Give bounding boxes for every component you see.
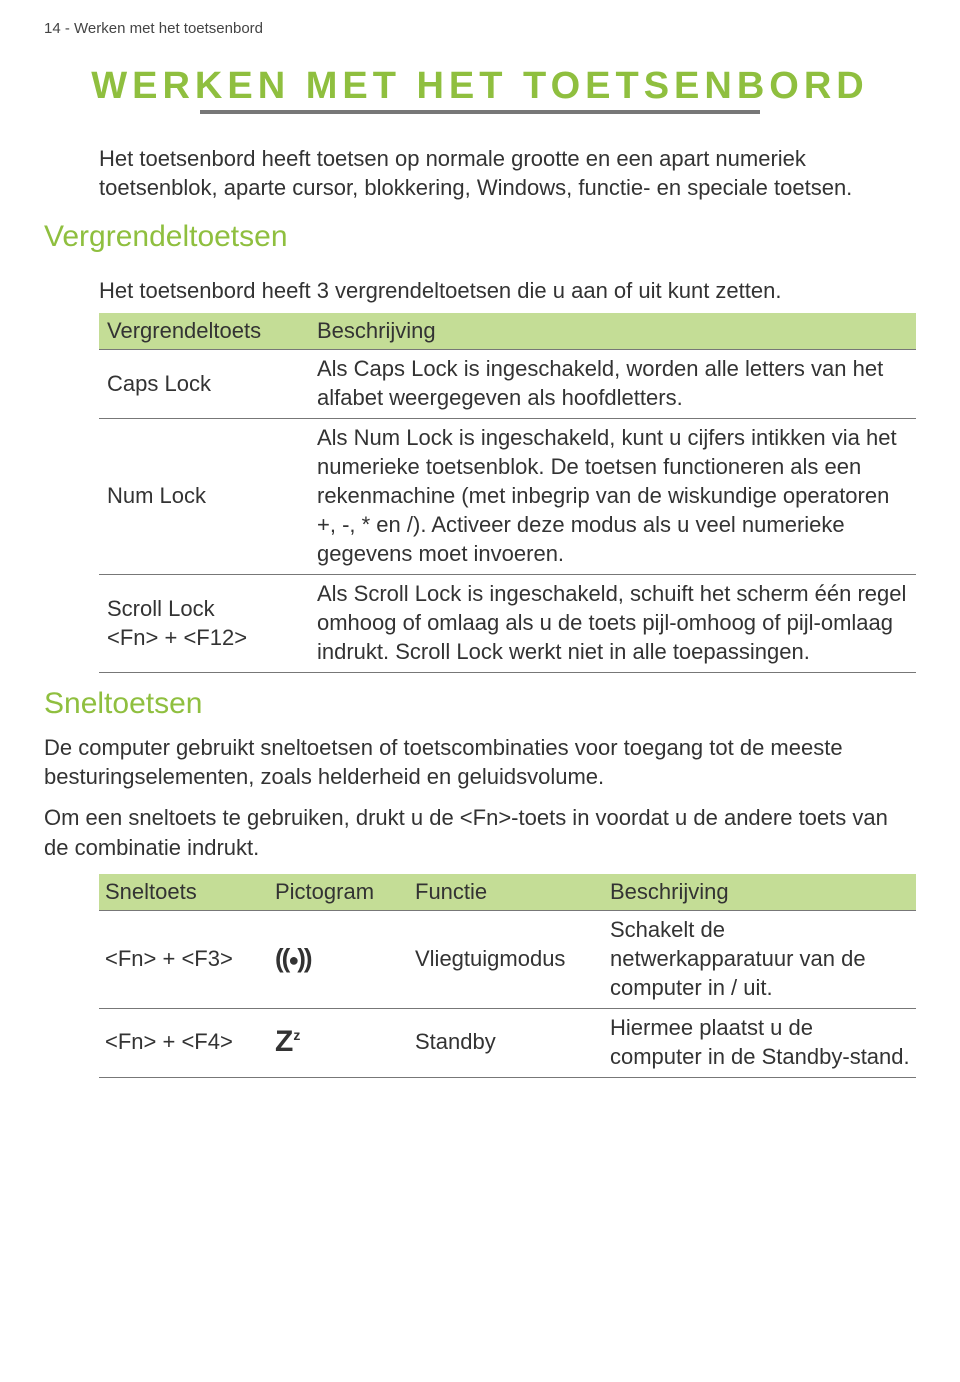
hotkey-desc-cell: Hiermee plaatst u de computer in de Stan…: [604, 1008, 916, 1077]
lock-key-cell: Caps Lock: [99, 350, 309, 419]
hotkey-function-cell: Standby: [409, 1008, 604, 1077]
lock-desc-cell: Als Scroll Lock is ingeschakeld, schuift…: [309, 575, 916, 673]
hotkey-col-icon: Pictogram: [269, 874, 409, 911]
lock-desc-cell: Als Num Lock is ingeschakeld, kunt u cij…: [309, 419, 916, 575]
section-heading-sneltoetsen: Sneltoetsen: [44, 687, 916, 721]
hotkey-col-function: Functie: [409, 874, 604, 911]
lock-desc-cell: Als Caps Lock is ingeschakeld, worden al…: [309, 350, 916, 419]
table-row: Caps Lock Als Caps Lock is ingeschakeld,…: [99, 350, 916, 419]
lock-key-cell: Num Lock: [99, 419, 309, 575]
hotkeys-table: Sneltoets Pictogram Functie Beschrijving…: [99, 874, 916, 1078]
table-row: Num Lock Als Num Lock is ingeschakeld, k…: [99, 419, 916, 575]
lock-table-col-desc: Beschrijving: [309, 313, 916, 350]
section-heading-vergrendeltoetsen: Vergrendeltoetsen: [44, 220, 916, 254]
hotkey-desc-cell: Schakelt de netwerkapparatuur van de com…: [604, 910, 916, 1008]
table-row: <Fn> + <F3> ((●)) Vliegtuigmodus Schakel…: [99, 910, 916, 1008]
title-underline: [200, 110, 760, 114]
section1-intro: Het toetsenbord heeft 3 vergrendeltoetse…: [99, 276, 916, 305]
hotkey-key-cell: <Fn> + <F4>: [99, 1008, 269, 1077]
intro-paragraph: Het toetsenbord heeft toetsen op normale…: [99, 144, 916, 202]
table-row: <Fn> + <F4> Zz Standby Hiermee plaatst u…: [99, 1008, 916, 1077]
section2-para2: Om een sneltoets te gebruiken, drukt u d…: [44, 803, 916, 861]
sleep-icon: Zz: [269, 1008, 409, 1077]
page-header: 14 - Werken met het toetsenbord: [44, 20, 916, 37]
lock-table-col-key: Vergrendeltoets: [99, 313, 309, 350]
main-title: WERKEN MET HET TOETSENBORD: [44, 65, 916, 108]
lock-key-cell: Scroll Lock <Fn> + <F12>: [99, 575, 309, 673]
airplane-mode-icon: ((●)): [269, 910, 409, 1008]
hotkey-key-cell: <Fn> + <F3>: [99, 910, 269, 1008]
hotkey-col-key: Sneltoets: [99, 874, 269, 911]
hotkey-col-desc: Beschrijving: [604, 874, 916, 911]
hotkey-function-cell: Vliegtuigmodus: [409, 910, 604, 1008]
table-row: Scroll Lock <Fn> + <F12> Als Scroll Lock…: [99, 575, 916, 673]
section2-para1: De computer gebruikt sneltoetsen of toet…: [44, 733, 916, 791]
lock-keys-table: Vergrendeltoets Beschrijving Caps Lock A…: [99, 313, 916, 673]
